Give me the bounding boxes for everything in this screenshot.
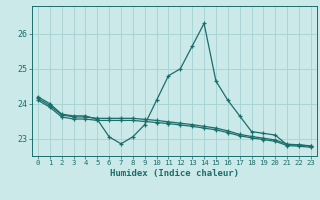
X-axis label: Humidex (Indice chaleur): Humidex (Indice chaleur): [110, 169, 239, 178]
